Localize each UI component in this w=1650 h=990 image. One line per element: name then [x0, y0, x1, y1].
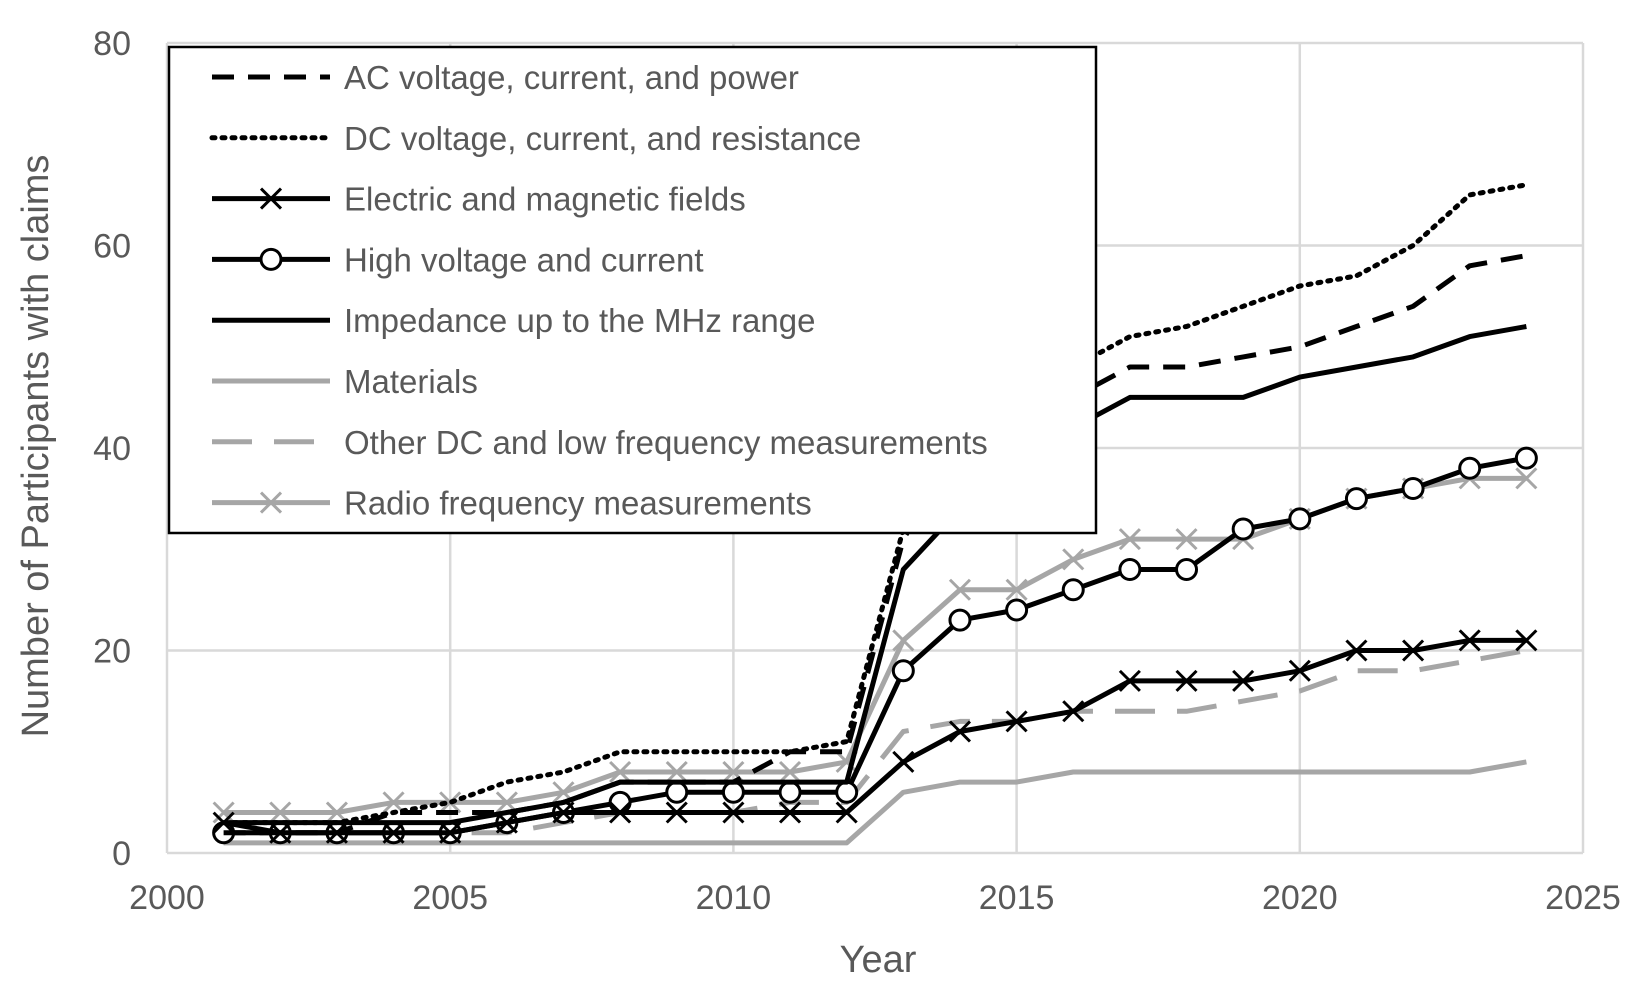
- y-tick-label: 60: [93, 228, 131, 266]
- x-tick-label: 2015: [979, 879, 1055, 917]
- data-point: [439, 821, 462, 844]
- data-point: [1231, 517, 1255, 541]
- series-1: [223, 253, 1527, 836]
- data-point: [1458, 629, 1481, 652]
- legend: AC voltage, current, and power DC voltage…: [167, 45, 1098, 535]
- y-tick-label: 20: [93, 633, 131, 671]
- legend-label: AC voltage, current, and power: [344, 59, 799, 96]
- data-point: [1401, 477, 1425, 500]
- legend-label: Impedance up to the MHz range: [344, 302, 815, 339]
- legend-entry: AC voltage, current, and power: [212, 59, 799, 96]
- legend-marker: [259, 491, 283, 514]
- data-point: [1005, 710, 1028, 733]
- data-point: [1515, 467, 1538, 490]
- data-point: [382, 821, 405, 844]
- y-tick-label: 0: [112, 835, 131, 873]
- x-tick-label: 2020: [1262, 879, 1338, 917]
- data-point: [1118, 528, 1141, 551]
- data-point: [1005, 578, 1028, 601]
- x-tick-label: 2025: [1545, 879, 1621, 917]
- legend-entry: DC voltage, current, and resistance: [209, 120, 861, 157]
- legend-label: High voltage and current: [344, 241, 704, 278]
- data-point: [835, 801, 858, 824]
- data-point: [778, 780, 802, 804]
- data-point: [1118, 558, 1142, 581]
- data-point: [1118, 669, 1141, 692]
- data-point: [722, 801, 745, 824]
- data-point: [778, 801, 802, 824]
- data-point: [1062, 548, 1085, 571]
- legend-entry: Other DC and low frequency measurements: [212, 424, 988, 461]
- data-point: [1232, 669, 1255, 692]
- data-point: [1061, 578, 1085, 602]
- data-point: [892, 629, 915, 652]
- data-point: [1345, 639, 1368, 662]
- legend-marker: [259, 187, 283, 210]
- y-tick-label: 80: [93, 25, 131, 63]
- series-lines: [212, 182, 1538, 846]
- data-point: [212, 801, 235, 824]
- tick-labels: 0 20 40 60 80 2000 2005 2010 2015 2020 2025: [93, 25, 1621, 917]
- legend-entry: Impedance up to the MHz range: [212, 302, 815, 339]
- data-point: [891, 659, 915, 683]
- data-point: [1288, 507, 1312, 531]
- legend-entry: High voltage and current: [212, 241, 704, 278]
- data-point: [1402, 639, 1425, 662]
- data-point: [835, 780, 859, 804]
- data-point: [665, 801, 688, 824]
- data-point: [1175, 558, 1199, 581]
- legend-entry: Radio frequency measurements: [212, 485, 812, 522]
- x-axis-title: Year: [840, 939, 917, 981]
- legend-label: Electric and magnetic fields: [344, 181, 746, 218]
- legend-box: [167, 45, 1098, 535]
- legend-entry: Electric and magnetic fields: [212, 181, 746, 218]
- series-line: [221, 182, 1529, 826]
- data-point: [948, 720, 972, 743]
- legend-label: Radio frequency measurements: [344, 485, 812, 522]
- x-tick-label: 2010: [696, 879, 772, 917]
- data-point: [608, 790, 632, 814]
- legend-marker: [259, 247, 283, 271]
- series-line: [223, 324, 1527, 826]
- legend-entry: Materials: [212, 363, 478, 400]
- data-point: [665, 760, 688, 784]
- data-point: [721, 780, 745, 804]
- data-point: [1515, 629, 1538, 652]
- legend-label: DC voltage, current, and resistance: [344, 120, 861, 157]
- x-tick-label: 2000: [129, 879, 205, 917]
- data-point: [1458, 456, 1482, 480]
- series-2: [221, 182, 1529, 826]
- data-point: [1005, 598, 1029, 622]
- data-point: [609, 801, 632, 824]
- data-point: [1175, 669, 1198, 692]
- data-point: [948, 608, 972, 632]
- data-point: [1288, 659, 1311, 682]
- data-point: [1514, 446, 1538, 470]
- data-point: [609, 760, 632, 784]
- data-point: [1062, 700, 1085, 723]
- legend-label: Other DC and low frequency measurements: [344, 424, 988, 461]
- data-point: [1175, 528, 1198, 551]
- series-5: [223, 324, 1527, 826]
- x-tick-label: 2005: [412, 879, 488, 917]
- y-axis-title: Number of Participants with claims: [15, 155, 57, 738]
- data-point: [1344, 487, 1368, 511]
- series-line: [223, 637, 1527, 836]
- data-point: [382, 791, 405, 814]
- data-point: [665, 780, 689, 804]
- data-point: [892, 750, 915, 773]
- legend-label: Materials: [344, 363, 478, 400]
- data-point: [948, 578, 972, 601]
- series-line: [223, 253, 1527, 836]
- data-point: [269, 801, 292, 824]
- data-point: [778, 760, 802, 784]
- y-tick-label: 40: [93, 430, 131, 468]
